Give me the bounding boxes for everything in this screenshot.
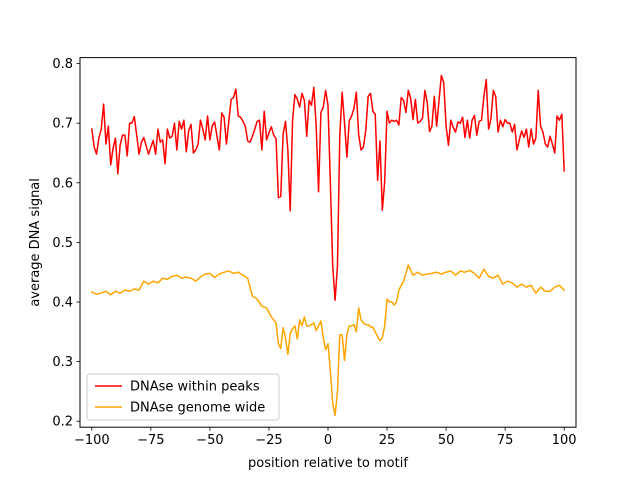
y-tick-label: 0.2 xyxy=(52,415,73,430)
series-line-1 xyxy=(90,264,566,417)
legend-label-genome-wide: DNAse genome wide xyxy=(130,401,265,416)
y-tick-label: 0.4 xyxy=(52,296,73,311)
x-tick-label: −100 xyxy=(74,433,110,448)
x-tick-label: 75 xyxy=(497,433,514,448)
x-tick-label: 0 xyxy=(324,433,332,448)
x-axis: −100 −75 −50 −25 0 25 50 75 100 xyxy=(74,427,577,448)
x-tick-label: 50 xyxy=(438,433,455,448)
y-tick-label: 0.7 xyxy=(52,117,73,132)
legend: DNAse within peaks DNAse genome wide xyxy=(86,373,280,421)
series-line-0 xyxy=(90,74,565,301)
x-axis-label: position relative to motif xyxy=(248,456,408,471)
y-tick-label: 0.8 xyxy=(52,57,73,72)
x-tick-label: 25 xyxy=(379,433,396,448)
x-tick-label: −75 xyxy=(137,433,164,448)
y-tick-label: 0.6 xyxy=(52,176,73,191)
x-tick-label: 100 xyxy=(552,433,577,448)
y-tick-label: 0.5 xyxy=(52,236,73,251)
y-axis-label: average DNA signal xyxy=(28,178,43,307)
legend-box xyxy=(86,373,280,421)
y-tick-label: 0.3 xyxy=(52,355,73,370)
plot-area xyxy=(90,74,566,417)
x-tick-label: −25 xyxy=(255,433,282,448)
x-tick-label: −50 xyxy=(196,433,223,448)
y-axis: 0.2 0.3 0.4 0.5 0.6 0.7 0.8 xyxy=(52,57,80,430)
legend-label-within-peaks: DNAse within peaks xyxy=(130,380,260,395)
